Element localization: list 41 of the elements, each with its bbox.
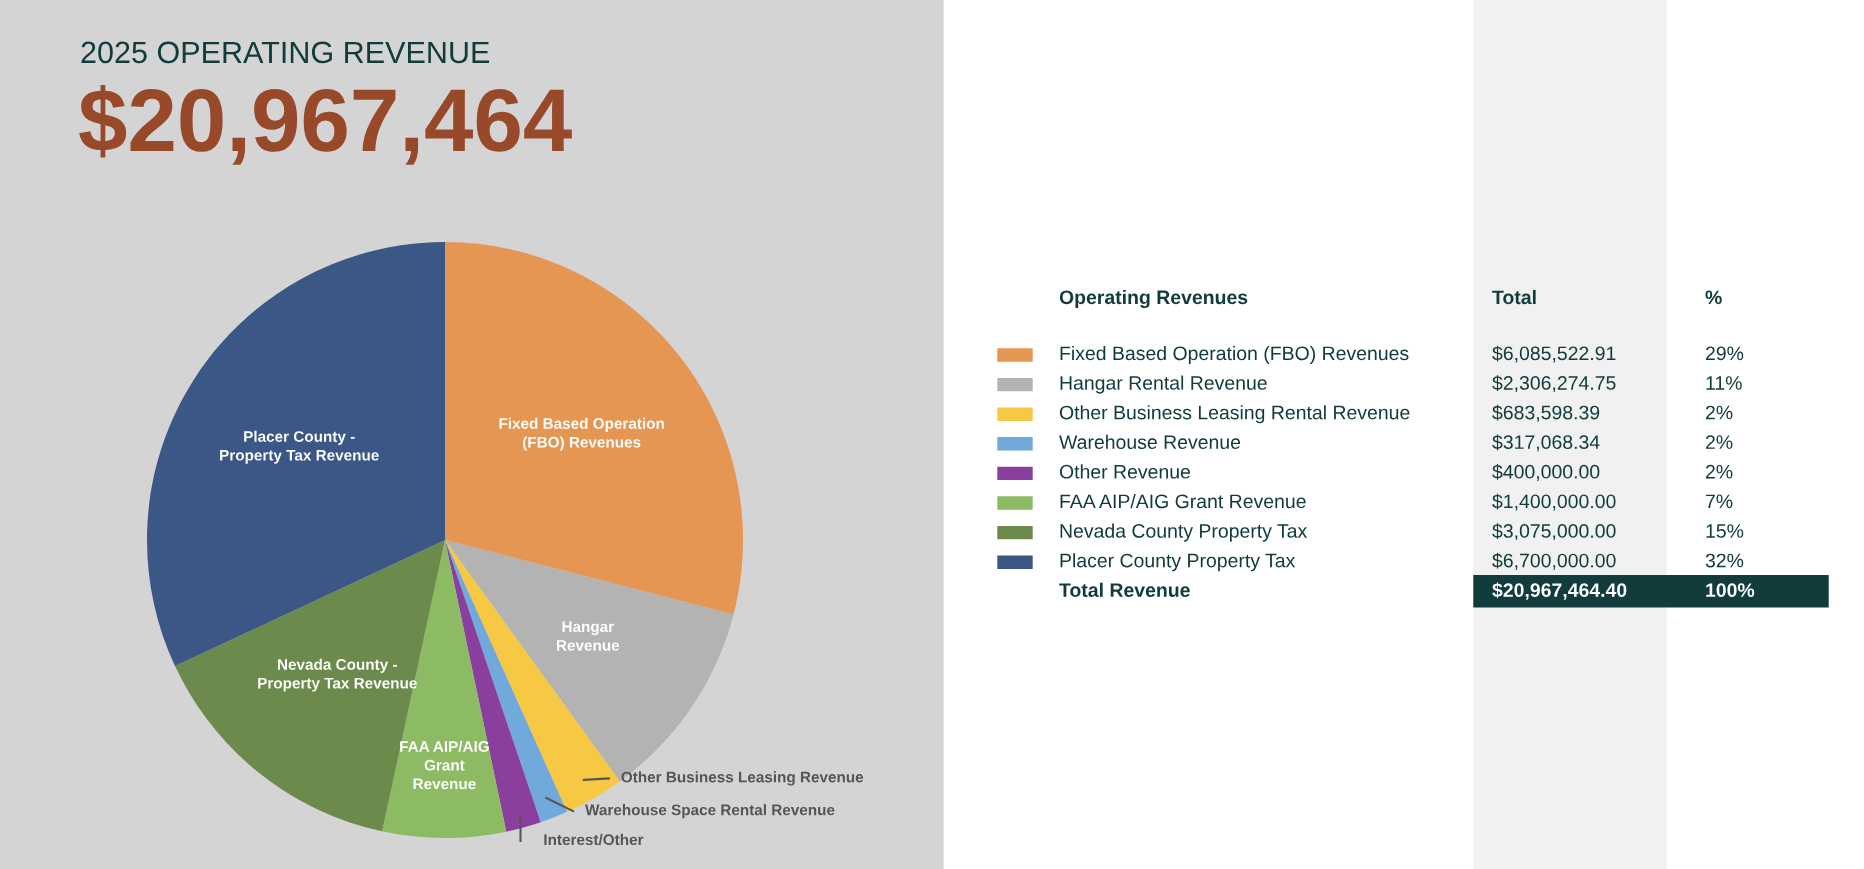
data-label: $317,068.34 <box>1492 434 1600 452</box>
legend-label: Hangar Rental Revenue <box>1060 375 1267 394</box>
text: 2% <box>1705 405 1733 420</box>
text: 11% <box>1706 376 1742 390</box>
text: Nevada County - Property Tax Revenue <box>258 658 417 692</box>
text: Fixed Based Operation (FBO) Revenues <box>499 417 664 451</box>
text: % <box>1705 290 1722 305</box>
text: 2% <box>1705 435 1733 449</box>
data-label: $6,085,522.91 <box>1492 345 1616 363</box>
text: Hangar Revenue <box>556 621 620 651</box>
text: $20,967,464.40 <box>1492 582 1627 600</box>
text: 32% <box>1705 553 1744 568</box>
text: 29% <box>1705 346 1744 361</box>
legend-label: Other Business Leasing Rental Revenue <box>1059 405 1410 424</box>
legend-label: Placer County Property Tax <box>1060 553 1296 572</box>
data-label: $400,000.00 <box>1492 464 1600 481</box>
data-label: $1,400,000.00 <box>1492 493 1616 511</box>
data-label: $6,700,000.00 <box>1492 552 1616 570</box>
text: 15% <box>1706 524 1744 538</box>
text: Total <box>1492 289 1536 305</box>
legend-label: Other Revenue <box>1059 464 1190 479</box>
text: 100% <box>1706 583 1755 598</box>
text: Interest/Other <box>544 833 644 846</box>
legend-label: Warehouse Revenue <box>1059 434 1241 450</box>
legend-label: Fixed Based Operation (FBO) Revenues <box>1060 345 1409 365</box>
data-label: $683,598.39 <box>1492 404 1600 422</box>
pie-slice <box>445 242 743 615</box>
text: Other Business Leasing Revenue <box>621 771 864 786</box>
text: Total Revenue <box>1059 582 1190 598</box>
legend-label: Nevada County Property Tax <box>1060 523 1308 542</box>
text: FAA AIP/AIG Grant Revenue <box>400 740 489 790</box>
chart-title: 2025 OPERATING REVENUE <box>81 41 490 64</box>
data-label: $3,075,000.00 <box>1492 523 1616 541</box>
text: 2% <box>1705 464 1733 479</box>
text: Warehouse Space Rental Revenue <box>585 804 835 819</box>
legend-label: FAA AIP/AIG Grant Revenue <box>1060 493 1306 509</box>
data-label: $2,306,274.75 <box>1492 375 1616 393</box>
chart-subtitle: $20,967,464 <box>79 85 572 165</box>
text: 7% <box>1706 494 1733 509</box>
text: Placer County - Property Tax Revenue <box>220 430 379 464</box>
text: Operating Revenues <box>1059 289 1248 309</box>
